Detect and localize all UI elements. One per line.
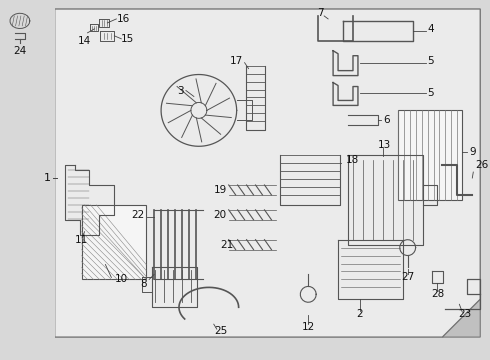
- Bar: [81, 205, 146, 279]
- Text: 3: 3: [177, 86, 184, 95]
- Text: 14: 14: [77, 36, 91, 46]
- Text: 28: 28: [431, 289, 444, 300]
- Text: 27: 27: [401, 273, 414, 283]
- Text: 11: 11: [74, 235, 88, 245]
- Text: 7: 7: [317, 8, 323, 18]
- Bar: [398, 111, 463, 200]
- Text: 6: 6: [383, 115, 390, 125]
- Text: 20: 20: [214, 210, 227, 220]
- Polygon shape: [55, 9, 480, 337]
- Text: 25: 25: [214, 326, 227, 336]
- Text: 19: 19: [214, 185, 227, 195]
- Text: 24: 24: [13, 46, 26, 56]
- Text: 26: 26: [475, 160, 489, 170]
- Text: 9: 9: [469, 147, 476, 157]
- Polygon shape: [0, 1, 55, 359]
- Text: 22: 22: [131, 210, 144, 220]
- Text: 5: 5: [428, 56, 434, 66]
- Text: 4: 4: [428, 24, 434, 34]
- Text: 10: 10: [114, 274, 127, 284]
- Text: 2: 2: [357, 309, 363, 319]
- Text: 16: 16: [116, 14, 129, 24]
- Text: 8: 8: [141, 279, 147, 289]
- Text: 12: 12: [302, 322, 315, 332]
- Text: 21: 21: [220, 240, 234, 249]
- Text: 15: 15: [122, 34, 135, 44]
- Text: 1: 1: [44, 173, 51, 183]
- Text: 23: 23: [459, 309, 472, 319]
- Text: 17: 17: [229, 56, 243, 66]
- Polygon shape: [442, 299, 480, 337]
- Text: 13: 13: [378, 140, 391, 150]
- Text: 5: 5: [428, 87, 434, 98]
- Text: 18: 18: [346, 155, 359, 165]
